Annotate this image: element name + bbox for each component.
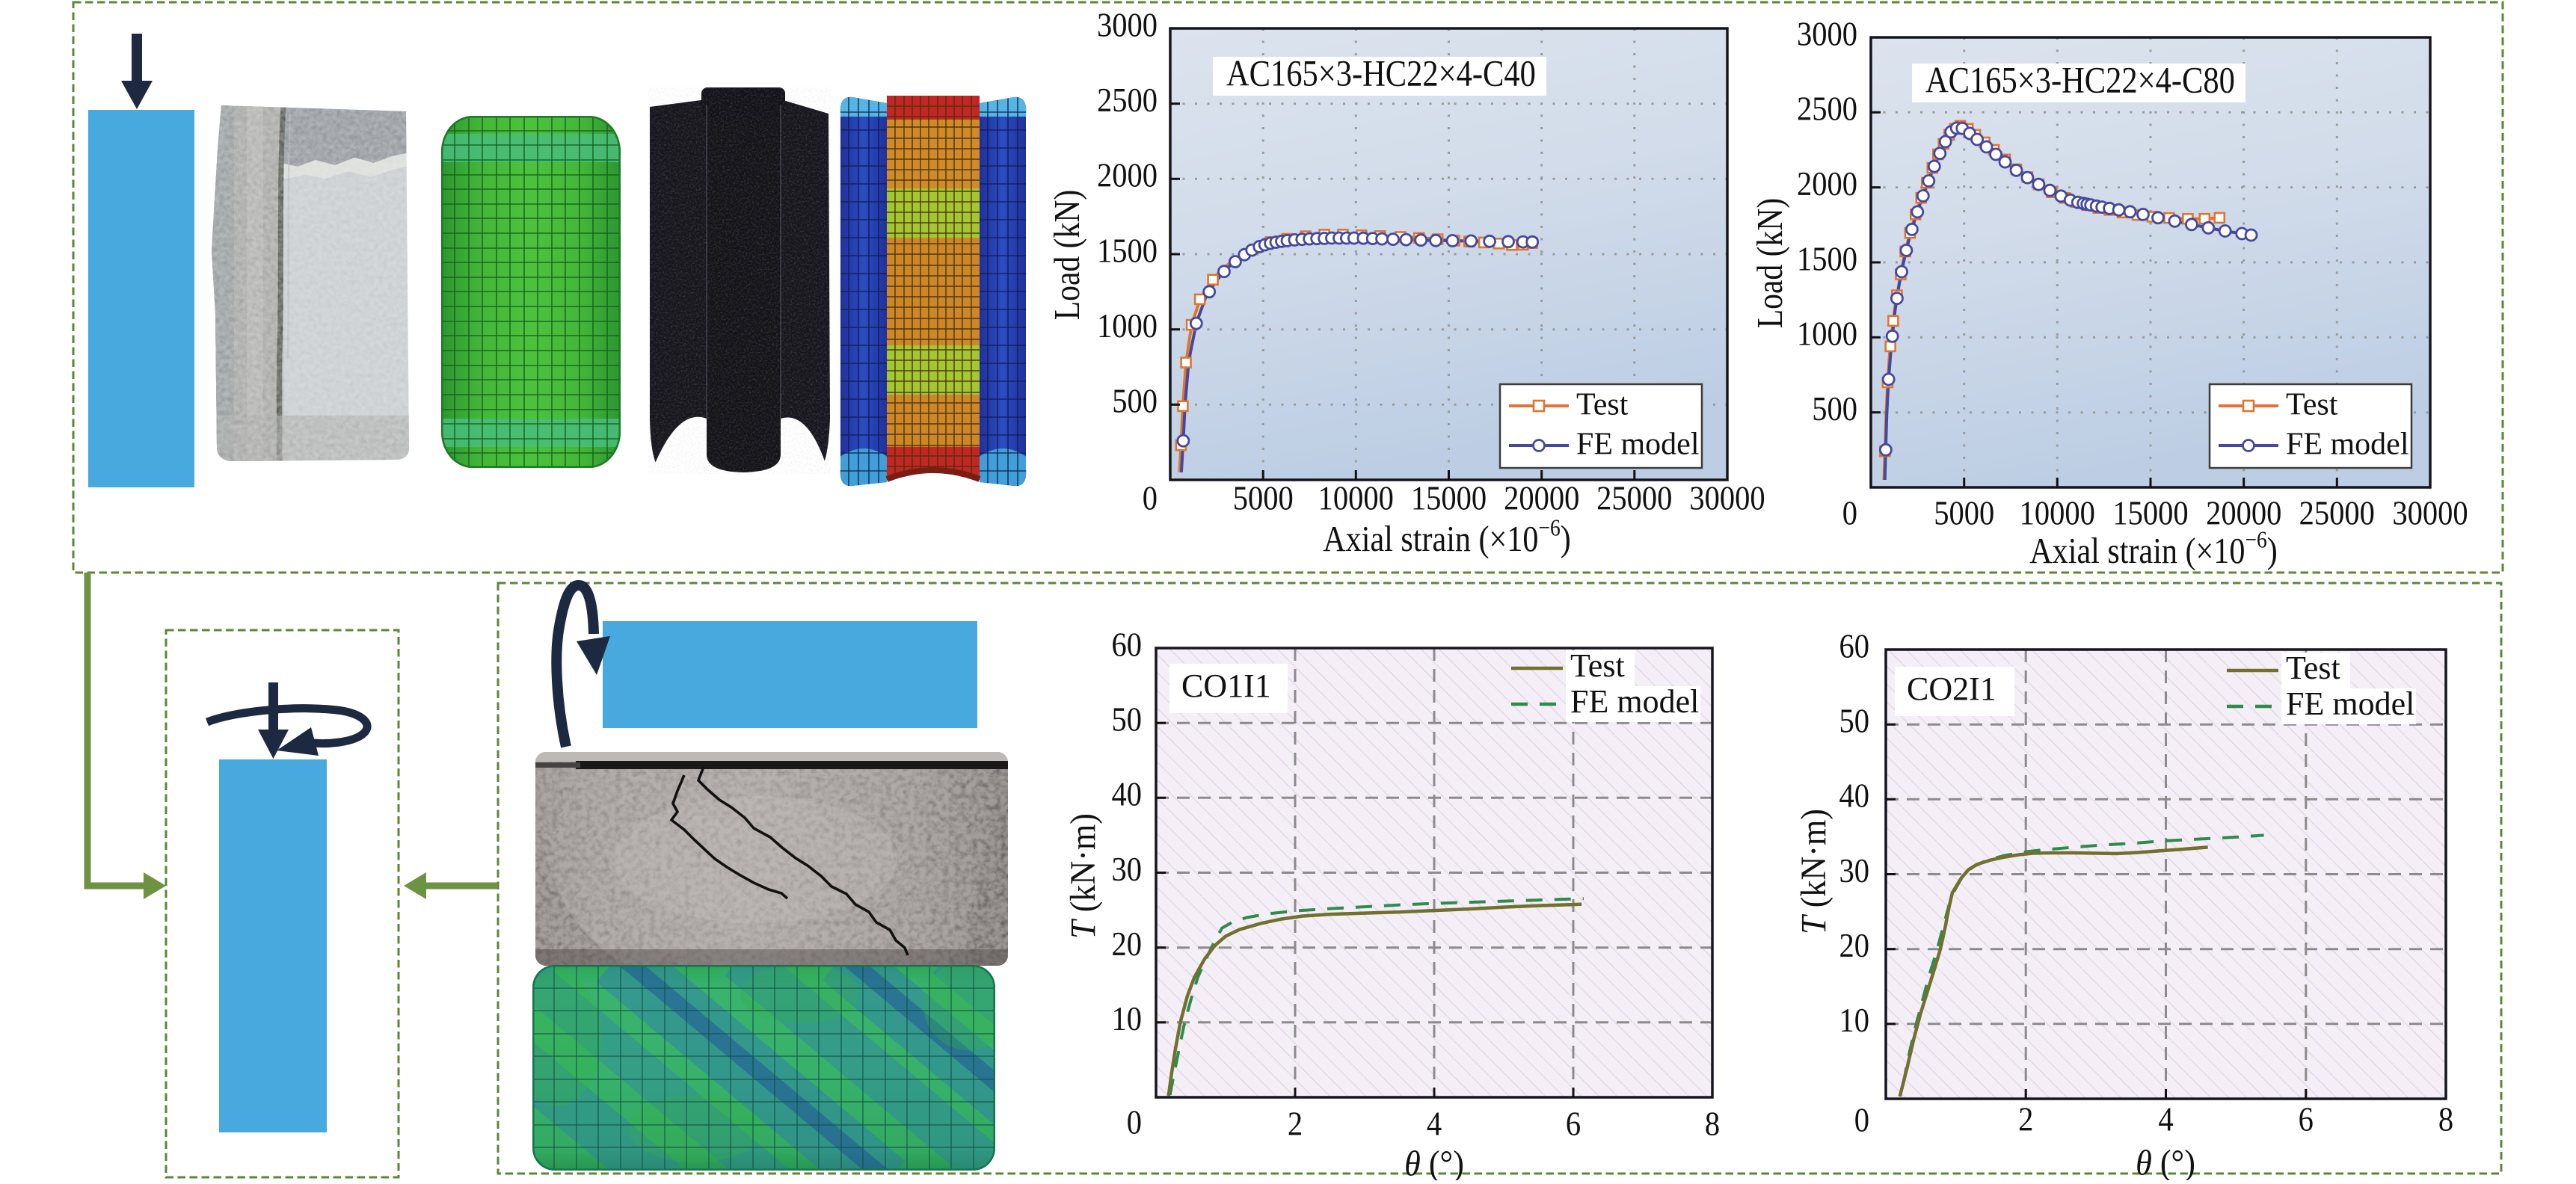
svg-text:3000: 3000 xyxy=(1797,16,1857,52)
svg-text:Load (kN): Load (kN) xyxy=(1749,198,1790,329)
svg-text:5000: 5000 xyxy=(1934,495,1994,531)
svg-text:AC165×3-HC22×4-C40: AC165×3-HC22×4-C40 xyxy=(1226,53,1536,94)
svg-text:10: 10 xyxy=(1839,1002,1869,1039)
svg-text:20: 20 xyxy=(1112,926,1142,963)
svg-text:CO2I1: CO2I1 xyxy=(1907,670,1996,707)
svg-text:FE model: FE model xyxy=(1570,683,1699,720)
svg-text:6: 6 xyxy=(2299,1101,2314,1138)
svg-text:30: 30 xyxy=(1112,851,1142,888)
svg-text:60: 60 xyxy=(1112,626,1142,663)
svg-text:20: 20 xyxy=(1839,928,1869,964)
svg-text:25000: 25000 xyxy=(2299,495,2375,531)
svg-text:FE model: FE model xyxy=(2286,685,2414,722)
svg-text:25000: 25000 xyxy=(1596,480,1672,517)
svg-text:2: 2 xyxy=(1288,1106,1303,1142)
svg-text:0: 0 xyxy=(1143,480,1158,517)
svg-text:2: 2 xyxy=(2018,1101,2033,1138)
svg-text:15000: 15000 xyxy=(1411,480,1487,517)
svg-text:θ (°): θ (°) xyxy=(2136,1142,2195,1180)
svg-text:4: 4 xyxy=(2158,1101,2173,1138)
svg-text:FE model: FE model xyxy=(2286,428,2409,462)
svg-text:2000: 2000 xyxy=(1097,158,1158,194)
svg-text:20000: 20000 xyxy=(1504,480,1579,517)
svg-text:8: 8 xyxy=(2438,1101,2453,1138)
svg-text:10000: 10000 xyxy=(2020,495,2095,531)
svg-text:10: 10 xyxy=(1112,1001,1142,1037)
svg-text:500: 500 xyxy=(1812,391,1857,428)
svg-text:0: 0 xyxy=(1127,1104,1142,1141)
svg-text:60: 60 xyxy=(1839,628,1869,665)
svg-text:30: 30 xyxy=(1839,853,1869,889)
svg-text:5000: 5000 xyxy=(1233,480,1294,517)
svg-text:50: 50 xyxy=(1112,702,1142,739)
svg-text:Test: Test xyxy=(2286,650,2340,686)
svg-text:3000: 3000 xyxy=(1097,7,1158,43)
svg-text:1000: 1000 xyxy=(1097,308,1158,345)
svg-text:1500: 1500 xyxy=(1097,232,1158,269)
svg-text:10000: 10000 xyxy=(1318,480,1394,517)
svg-text:0: 0 xyxy=(1842,495,1857,531)
svg-text:6: 6 xyxy=(1566,1106,1581,1142)
svg-text:FE model: FE model xyxy=(1576,428,1700,462)
svg-text:2500: 2500 xyxy=(1797,91,1857,128)
svg-text:500: 500 xyxy=(1112,383,1158,420)
svg-text:θ (°): θ (°) xyxy=(1404,1143,1464,1180)
svg-text:AC165×3-HC22×4-C80: AC165×3-HC22×4-C80 xyxy=(1925,60,2235,101)
svg-text:8: 8 xyxy=(1705,1106,1720,1142)
svg-text:4: 4 xyxy=(1427,1106,1442,1142)
svg-text:1000: 1000 xyxy=(1797,316,1857,353)
svg-text:20000: 20000 xyxy=(2206,495,2281,531)
svg-text:Test: Test xyxy=(1570,647,1625,684)
svg-text:Test: Test xyxy=(2286,388,2338,422)
svg-text:Axial strain (×10−6): Axial strain (×10−6) xyxy=(1323,514,1571,559)
svg-text:T (kN·m): T (kN·m) xyxy=(1063,813,1102,939)
svg-text:Load (kN): Load (kN) xyxy=(1046,190,1087,321)
svg-text:50: 50 xyxy=(1839,703,1869,740)
svg-text:40: 40 xyxy=(1839,778,1869,815)
svg-text:30000: 30000 xyxy=(2392,495,2468,531)
svg-text:CO1I1: CO1I1 xyxy=(1181,667,1271,704)
svg-text:2000: 2000 xyxy=(1797,166,1857,203)
svg-text:Axial strain (×10−6): Axial strain (×10−6) xyxy=(2029,526,2278,571)
svg-text:30000: 30000 xyxy=(1689,480,1765,517)
svg-text:0: 0 xyxy=(1854,1102,1869,1138)
svg-text:15000: 15000 xyxy=(2112,495,2188,531)
svg-text:T (kN·m): T (kN·m) xyxy=(1793,809,1833,934)
svg-text:Test: Test xyxy=(1576,388,1629,422)
svg-text:2500: 2500 xyxy=(1097,82,1158,119)
svg-text:1500: 1500 xyxy=(1797,241,1857,277)
svg-text:40: 40 xyxy=(1112,777,1142,813)
